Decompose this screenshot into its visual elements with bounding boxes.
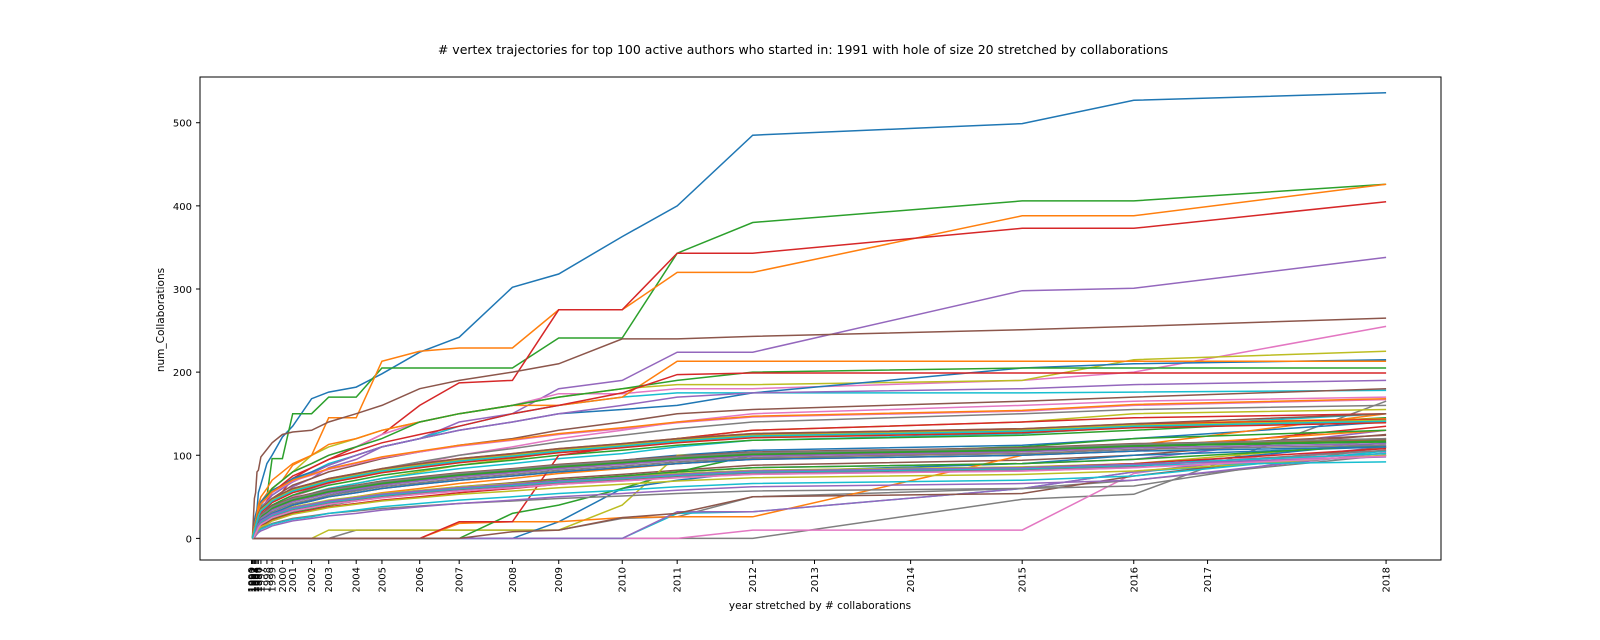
x-tick-label-0: 1990 — [247, 567, 258, 592]
series-line-5 — [251, 317, 1387, 539]
x-tick-label-9: 1999 — [268, 567, 279, 592]
y-axis-label: num_Collaborations — [155, 268, 167, 372]
x-tick-label-20: 2010 — [618, 567, 629, 592]
x-tick-label-1: 1991 — [248, 567, 259, 592]
y-tick-label-2: 200 — [173, 368, 192, 379]
series-line-69 — [251, 420, 1387, 539]
x-tick-label-28: 2018 — [1382, 567, 1393, 592]
x-tick-label-8: 1998 — [262, 567, 273, 592]
x-tick-label-10: 2000 — [278, 567, 289, 592]
y-tick-label-1: 100 — [173, 451, 192, 462]
series-layer — [251, 92, 1387, 540]
x-tick-label-25: 2015 — [1018, 567, 1029, 592]
x-tick-label-15: 2005 — [377, 567, 388, 592]
y-tick-label-3: 300 — [173, 285, 192, 296]
series-line-64 — [251, 456, 1387, 539]
x-tick-label-11: 2001 — [288, 567, 299, 592]
x-tick-label-7: 1997 — [256, 567, 267, 592]
plot-frame — [199, 76, 1442, 561]
x-tick-label-4: 1994 — [251, 567, 262, 592]
x-tick-label-22: 2012 — [748, 567, 759, 592]
x-tick-label-27: 2017 — [1203, 567, 1214, 592]
y-tick-label-4: 400 — [173, 202, 192, 213]
x-tick-label-23: 2013 — [810, 567, 821, 592]
x-tick-label-24: 2014 — [906, 567, 917, 592]
x-axis: 1990199119921993199419951996199719981999… — [247, 560, 1393, 592]
series-line-35 — [252, 446, 1387, 540]
x-tick-label-2: 1992 — [249, 567, 260, 592]
x-tick-label-5: 1995 — [253, 567, 264, 592]
x-tick-label-6: 1996 — [254, 567, 265, 592]
x-tick-label-19: 2009 — [554, 567, 565, 592]
series-line-66 — [251, 455, 1387, 539]
series-line-44 — [251, 452, 1387, 539]
x-tick-label-21: 2011 — [673, 567, 684, 592]
x-tick-label-14: 2004 — [352, 567, 363, 592]
y-tick-label-0: 0 — [186, 534, 192, 545]
y-axis: 0 100 200 300 400 500 — [173, 119, 200, 545]
x-tick-label-17: 2007 — [455, 567, 466, 592]
series-line-61 — [251, 397, 1387, 539]
x-tick-label-3: 1993 — [250, 567, 261, 592]
x-tick-label-16: 2006 — [415, 567, 426, 592]
x-tick-label-18: 2008 — [508, 567, 519, 592]
x-axis-label: year stretched by # collaborations — [729, 600, 911, 612]
chart-title: # vertex trajectories for top 100 active… — [438, 42, 1168, 57]
x-tick-label-12: 2002 — [307, 567, 318, 592]
x-tick-label-13: 2003 — [324, 567, 335, 592]
y-tick-label-5: 500 — [173, 119, 192, 130]
x-tick-label-26: 2016 — [1129, 567, 1140, 592]
